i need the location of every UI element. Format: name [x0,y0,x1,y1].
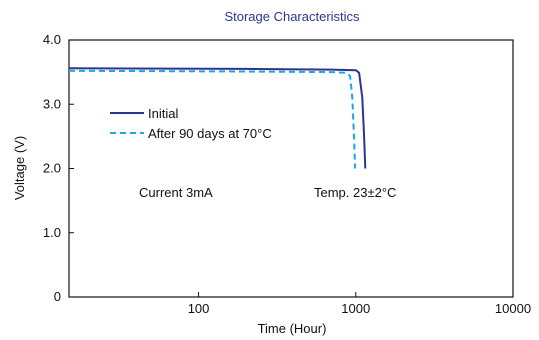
chart-title: Storage Characteristics [224,9,360,24]
y-axis-label: Voltage (V) [12,136,27,200]
x-tick-label: 100 [188,301,210,316]
x-tick-label: 10000 [495,301,531,316]
y-axis-ticks: 0 1.0 2.0 3.0 4.0 [43,32,74,304]
plot-frame [68,39,514,298]
annotation-current: Current 3mA [139,185,213,200]
x-tick-label: 1000 [341,301,370,316]
legend-label: After 90 days at 70°C [148,126,272,141]
x-axis-ticks: 100 1000 10000 [188,292,531,316]
series-layer [68,67,367,169]
y-tick-label: 4.0 [43,32,61,47]
x-axis-label: Time (Hour) [258,321,327,336]
y-tick-label: 3.0 [43,96,61,111]
legend: Initial After 90 days at 70°C [110,106,272,141]
y-tick-label: 2.0 [43,161,61,176]
series-line-after-storage [68,69,357,169]
annotation-temperature: Temp. 23±2°C [314,185,396,200]
legend-label: Initial [148,106,178,121]
y-tick-label: 1.0 [43,225,61,240]
y-tick-label: 0 [54,289,61,304]
series-line-initial [68,67,367,169]
